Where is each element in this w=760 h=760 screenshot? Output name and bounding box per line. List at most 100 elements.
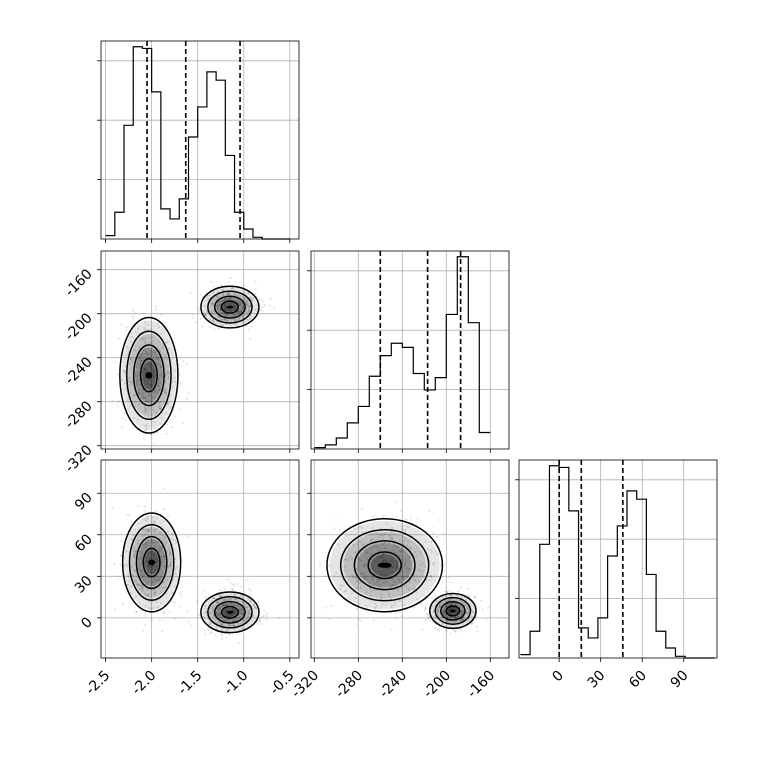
sample-point — [226, 614, 229, 617]
sample-point — [258, 617, 262, 620]
sample-point — [149, 433, 153, 436]
y-tick-label: 60 — [72, 531, 96, 555]
sample-point — [460, 611, 463, 614]
sample-point — [388, 594, 391, 597]
sample-point — [277, 616, 280, 620]
sample-point — [226, 618, 230, 621]
sample-point — [153, 579, 156, 582]
sample-point — [139, 583, 142, 587]
sample-point — [244, 619, 247, 622]
sample-point — [245, 300, 248, 303]
sample-point — [227, 599, 230, 602]
sample-point — [232, 612, 235, 615]
sample-point — [197, 613, 200, 616]
sample-point — [416, 517, 419, 520]
sample-point — [221, 323, 224, 327]
sample-point — [208, 623, 211, 627]
sample-point — [456, 590, 460, 593]
density-contour — [440, 601, 466, 621]
sample-point — [219, 594, 222, 598]
sample-point — [162, 347, 165, 350]
sample-point — [394, 601, 397, 605]
sample-point — [454, 616, 457, 619]
sample-point — [450, 581, 453, 584]
sample-point — [218, 311, 221, 314]
sample-point — [222, 598, 225, 602]
sample-point — [146, 530, 149, 533]
sample-point — [371, 568, 375, 571]
sample-point — [160, 332, 163, 335]
sample-point — [140, 573, 143, 576]
x-tick-label: -160 — [464, 668, 498, 702]
sample-point — [235, 307, 238, 310]
sample-point — [154, 532, 157, 535]
scatter-frame — [100, 250, 300, 450]
sample-point — [152, 550, 155, 553]
sample-point — [140, 585, 144, 589]
sample-point — [149, 385, 153, 388]
sample-point — [360, 559, 363, 563]
sample-point — [155, 353, 158, 356]
sample-point — [377, 536, 380, 539]
sample-point — [146, 362, 149, 365]
sample-point — [160, 546, 163, 550]
sample-point — [381, 570, 385, 573]
sample-point — [237, 302, 240, 305]
sample-point — [120, 554, 123, 557]
sample-point — [151, 565, 154, 568]
sample-point — [236, 604, 240, 607]
sample-point — [163, 487, 166, 490]
sample-point — [164, 412, 168, 415]
sample-point — [168, 564, 171, 568]
sample-point — [259, 308, 262, 311]
sample-point — [250, 299, 253, 302]
sample-point — [155, 516, 158, 519]
sample-point — [139, 570, 143, 573]
sample-point — [228, 614, 231, 618]
sample-point — [428, 619, 431, 622]
sample-point — [171, 352, 174, 356]
sample-point — [236, 582, 239, 586]
sample-point — [113, 562, 116, 565]
scatter-frame — [100, 459, 300, 659]
sample-point — [355, 579, 358, 583]
sample-point — [227, 624, 231, 627]
y-tick-label: -240 — [62, 354, 96, 388]
sample-point — [383, 533, 386, 536]
sample-point — [395, 545, 399, 548]
sample-point — [151, 343, 155, 346]
sample-point — [231, 587, 234, 590]
sample-point — [273, 306, 276, 309]
sample-point — [368, 562, 372, 566]
sample-point — [152, 336, 155, 339]
sample-point — [226, 319, 229, 323]
histogram-step-line — [520, 465, 715, 659]
sample-point — [138, 357, 141, 360]
sample-point — [254, 606, 257, 609]
sample-point — [205, 311, 208, 314]
sample-point — [162, 554, 166, 558]
sample-point — [169, 558, 172, 561]
sample-point — [137, 393, 140, 396]
sample-point — [143, 347, 147, 350]
sample-point — [429, 574, 432, 578]
sample-point — [369, 594, 372, 598]
sample-point — [136, 543, 139, 546]
sample-point — [143, 505, 147, 508]
sample-point — [466, 610, 470, 614]
sample-point — [219, 309, 222, 312]
sample-point — [228, 292, 231, 296]
sample-point — [140, 352, 143, 356]
sample-point — [173, 415, 177, 418]
sample-point — [461, 618, 464, 621]
sample-point — [427, 617, 431, 620]
sample-point — [209, 611, 212, 614]
sample-point — [456, 598, 459, 602]
sample-point — [205, 299, 208, 302]
sample-point — [458, 599, 462, 602]
sample-point — [127, 580, 130, 583]
sample-point — [223, 317, 226, 320]
sample-point — [430, 540, 434, 544]
sample-point — [142, 339, 145, 342]
sample-point — [147, 553, 150, 557]
